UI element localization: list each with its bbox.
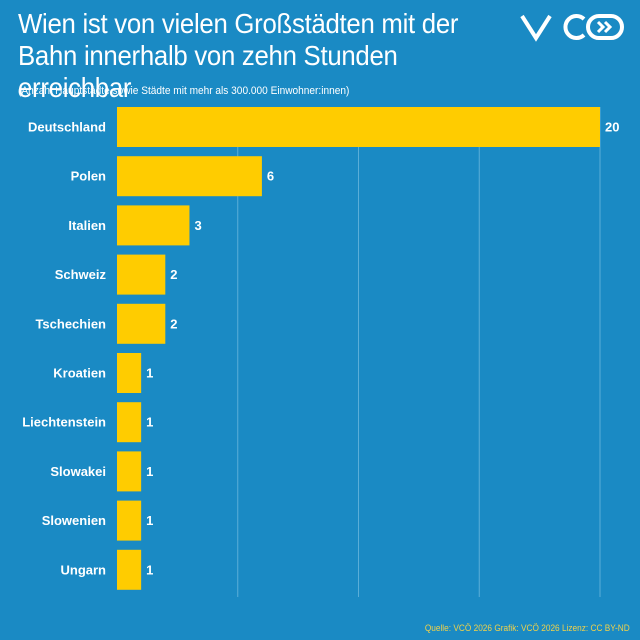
- category-label: Tschechien: [35, 316, 106, 331]
- value-label: 1: [146, 464, 153, 479]
- bar: [117, 107, 600, 147]
- bar-chart: Deutschland 20 Polen 6 Italien 3 Schweiz 2 Tsche…: [22, 107, 619, 597]
- value-label: 20: [605, 120, 619, 135]
- category-label: Schweiz: [55, 267, 107, 282]
- category-label: Deutschland: [28, 120, 106, 135]
- category-label: Slowenien: [42, 513, 106, 528]
- value-label: 2: [170, 316, 177, 331]
- bar: [117, 549, 142, 590]
- gridlines: [237, 107, 601, 597]
- value-label: 1: [146, 366, 153, 381]
- category-label: Polen: [71, 169, 106, 184]
- value-label: 3: [194, 218, 201, 233]
- vco-logo: [520, 14, 624, 42]
- bars: Deutschland 20 Polen 6 Italien 3 Schweiz 2 Tsche…: [22, 107, 619, 590]
- value-label: 6: [267, 169, 274, 184]
- bar: [117, 353, 142, 393]
- category-label: Liechtenstein: [22, 415, 106, 430]
- chart-subtitle: (Anzahl Hauptstädte sowie Städte mit meh…: [18, 85, 350, 97]
- category-label: Ungarn: [61, 562, 107, 577]
- bar: [117, 500, 142, 541]
- category-label: Kroatien: [53, 366, 106, 381]
- value-label: 2: [170, 267, 177, 282]
- value-label: 1: [146, 562, 153, 577]
- category-label: Italien: [68, 218, 106, 233]
- bar: [117, 156, 262, 197]
- source-footer: Quelle: VCÖ 2026 Grafik: VCÖ 2026 Lizenz…: [425, 623, 630, 633]
- bar: [117, 205, 190, 246]
- value-label: 1: [146, 415, 153, 430]
- bar: [117, 451, 142, 492]
- bar: [117, 303, 166, 344]
- category-label: Slowakei: [50, 464, 106, 479]
- bar: [117, 402, 142, 443]
- value-label: 1: [146, 513, 153, 528]
- chart-title: Wien ist von vielen Großstädten mit der …: [18, 8, 459, 103]
- bar: [117, 254, 166, 295]
